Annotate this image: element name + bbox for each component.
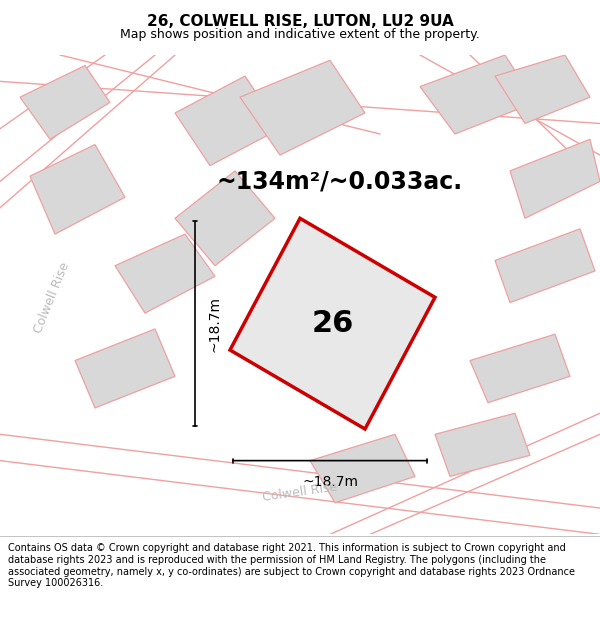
Text: ~18.7m: ~18.7m — [302, 476, 358, 489]
Text: Map shows position and indicative extent of the property.: Map shows position and indicative extent… — [120, 28, 480, 41]
Polygon shape — [20, 66, 110, 139]
Polygon shape — [75, 329, 175, 408]
Text: Colwell Rise: Colwell Rise — [32, 260, 72, 335]
Polygon shape — [510, 139, 600, 218]
Text: Contains OS data © Crown copyright and database right 2021. This information is : Contains OS data © Crown copyright and d… — [8, 543, 575, 588]
Text: Colwell Rise: Colwell Rise — [262, 481, 338, 504]
Polygon shape — [495, 55, 590, 124]
Polygon shape — [420, 55, 535, 134]
Polygon shape — [435, 413, 530, 476]
Text: 26: 26 — [311, 309, 353, 338]
Text: ~18.7m: ~18.7m — [207, 296, 221, 352]
Polygon shape — [470, 334, 570, 402]
Polygon shape — [495, 229, 595, 302]
Polygon shape — [175, 76, 280, 166]
Polygon shape — [240, 60, 365, 155]
Polygon shape — [310, 434, 415, 502]
Polygon shape — [115, 234, 215, 313]
Text: ~134m²/~0.033ac.: ~134m²/~0.033ac. — [217, 169, 463, 193]
Polygon shape — [230, 218, 435, 429]
Polygon shape — [30, 144, 125, 234]
Text: 26, COLWELL RISE, LUTON, LU2 9UA: 26, COLWELL RISE, LUTON, LU2 9UA — [146, 14, 454, 29]
Polygon shape — [175, 171, 275, 266]
